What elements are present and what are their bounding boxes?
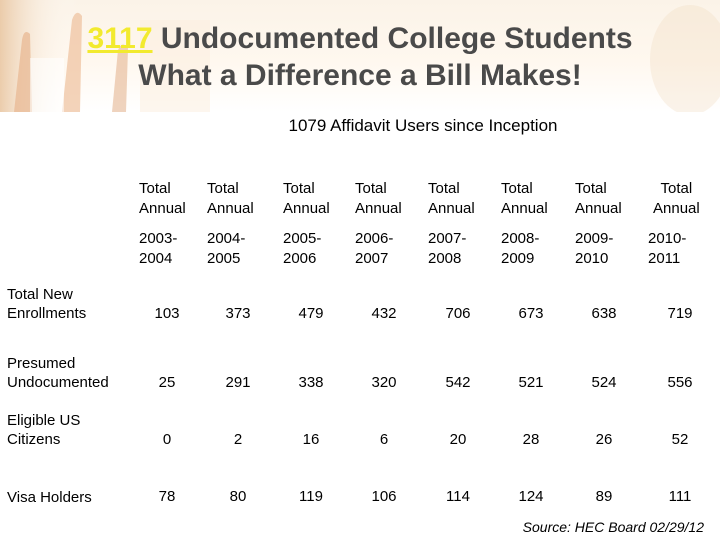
table-cell: 291 bbox=[225, 374, 251, 391]
title-text: Undocumented College Students bbox=[152, 22, 633, 55]
table-cell: 114 bbox=[446, 488, 470, 505]
table-cell: 2 bbox=[233, 431, 243, 448]
table-cell: 524 bbox=[591, 374, 617, 391]
source-note: Source: HEC Board 02/29/12 bbox=[522, 519, 704, 535]
title-line-2: What a Difference a Bill Makes! bbox=[138, 59, 582, 92]
table-cell: 638 bbox=[591, 305, 617, 322]
table-cell: 706 bbox=[445, 305, 471, 322]
column-header: Total Annual bbox=[428, 180, 475, 217]
table-cell: 556 bbox=[667, 374, 693, 391]
year-header: 2005- 2006 bbox=[283, 230, 322, 267]
table-cell: 89 bbox=[595, 488, 613, 505]
year-header: 2006- 2007 bbox=[355, 230, 394, 267]
table-cell: 111 bbox=[668, 488, 692, 505]
year-header: 2009- 2010 bbox=[575, 230, 614, 267]
column-header: Total Annual bbox=[501, 180, 548, 217]
row-label-presumed-undocumented: Presumed Undocumented bbox=[7, 355, 109, 391]
table-cell: 80 bbox=[229, 488, 247, 505]
row-label-eligible-us-citizens: Eligible US Citizens bbox=[7, 412, 81, 448]
table-cell: 338 bbox=[298, 374, 324, 391]
table-cell: 26 bbox=[595, 431, 613, 448]
table-cell: 432 bbox=[371, 305, 397, 322]
year-header: 2004- 2005 bbox=[207, 230, 246, 267]
title-line-1: 3117 Undocumented College Students bbox=[0, 22, 720, 56]
table-cell: 78 bbox=[158, 488, 176, 505]
column-header: Total Annual bbox=[283, 180, 330, 217]
table-cell: 719 bbox=[667, 305, 693, 322]
column-header: Total Annual bbox=[575, 180, 622, 217]
column-header: Total Annual bbox=[139, 180, 186, 217]
table-cell: 124 bbox=[518, 488, 544, 505]
table-cell: 320 bbox=[371, 374, 397, 391]
row-label-visa-holders: Visa Holders bbox=[7, 489, 92, 506]
table-cell: 479 bbox=[298, 305, 324, 322]
table-cell: 16 bbox=[302, 431, 320, 448]
table-cell: 0 bbox=[162, 431, 172, 448]
year-header: 2003- 2004 bbox=[139, 230, 178, 267]
column-header: Total Annual bbox=[355, 180, 402, 217]
year-header: 2007- 2008 bbox=[428, 230, 467, 267]
table-cell: 52 bbox=[671, 431, 689, 448]
table-cell: 119 bbox=[299, 488, 323, 505]
table-cell: 542 bbox=[445, 374, 471, 391]
table-cell: 25 bbox=[158, 374, 176, 391]
table-cell: 28 bbox=[522, 431, 540, 448]
table-cell: 6 bbox=[379, 431, 389, 448]
table-cell: 373 bbox=[225, 305, 251, 322]
table-cell: 673 bbox=[518, 305, 544, 322]
raised-hands-photo bbox=[0, 0, 720, 112]
year-header: 2008- 2009 bbox=[501, 230, 540, 267]
table-cell: 521 bbox=[518, 374, 544, 391]
column-header: Total Annual bbox=[653, 180, 700, 217]
year-header: 2010- 2011 bbox=[648, 230, 687, 267]
table-subtitle: 1079 Affidavit Users since Inception bbox=[288, 116, 558, 135]
table-cell: 106 bbox=[371, 488, 397, 505]
table-cell: 103 bbox=[154, 305, 180, 322]
title-number: 3117 bbox=[87, 22, 153, 55]
column-header: Total Annual bbox=[207, 180, 254, 217]
row-label-total-new-enrollments: Total New Enrollments bbox=[7, 286, 87, 322]
header-banner: 3117 Undocumented College Students What … bbox=[0, 0, 720, 112]
table-cell: 20 bbox=[449, 431, 467, 448]
